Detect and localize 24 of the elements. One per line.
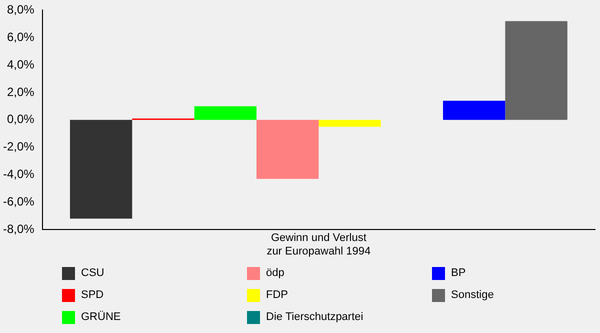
y-tick-label: 2,0% bbox=[6, 84, 35, 99]
bar bbox=[505, 21, 568, 120]
y-tick-label: 4,0% bbox=[6, 57, 35, 72]
bar bbox=[256, 120, 319, 179]
bar bbox=[70, 120, 132, 219]
x-axis-title: Gewinn und Verlust zur Europawahl 1994 bbox=[266, 232, 371, 258]
legend-label: SPD bbox=[81, 289, 104, 301]
y-tick-label: 8,0% bbox=[6, 2, 35, 17]
y-tick-label: -2,0% bbox=[2, 140, 35, 154]
y-tick-label: -8,0% bbox=[2, 222, 35, 236]
legend-label: FDP bbox=[266, 289, 288, 301]
legend-label: ödp bbox=[266, 267, 284, 279]
legend-label: GRÜNE bbox=[81, 311, 121, 323]
bar bbox=[318, 120, 381, 127]
legend-label: BP bbox=[451, 267, 466, 279]
bar bbox=[443, 100, 506, 120]
legend-label: Die Tierschutzpartei bbox=[266, 311, 364, 323]
y-tick-label: -4,0% bbox=[2, 167, 35, 182]
y-tick-label: -6,0% bbox=[2, 194, 35, 208]
legend-label: Sonstige bbox=[451, 289, 494, 301]
bar bbox=[194, 106, 256, 120]
y-tick-label: 0,0% bbox=[6, 112, 35, 126]
legend-label: CSU bbox=[81, 267, 104, 279]
y-tick-label: 6,0% bbox=[6, 30, 35, 44]
